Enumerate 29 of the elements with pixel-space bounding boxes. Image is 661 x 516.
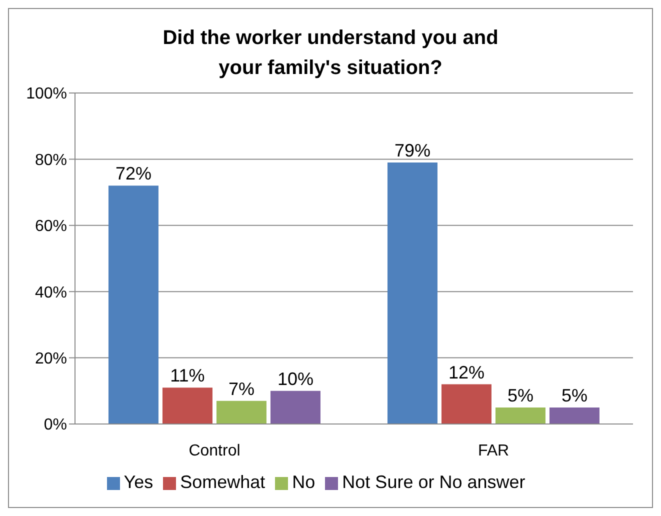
bar	[441, 384, 492, 424]
data-label: 12%	[448, 362, 484, 382]
chart-title: Did the worker understand you and your family's situation?	[162, 26, 500, 81]
data-label: 7%	[228, 378, 254, 399]
legend-label: No	[292, 472, 316, 492]
bar	[216, 400, 266, 424]
y-tick-label: 0%	[44, 416, 67, 434]
data-label: 72%	[115, 164, 152, 184]
bar	[495, 407, 546, 424]
bar	[387, 162, 438, 424]
data-label: 79%	[394, 140, 430, 161]
y-tick-label: 20%	[34, 350, 67, 368]
legend-label: Not Sure or No answer	[342, 472, 526, 492]
legend-label: Somewhat	[180, 472, 266, 492]
y-tick-label: 80%	[34, 152, 67, 169]
x-tick-label: Control	[188, 442, 240, 460]
data-label: 5%	[561, 385, 588, 406]
bar	[270, 390, 320, 424]
data-label: 10%	[277, 368, 314, 389]
y-tick-label: 40%	[34, 284, 67, 302]
y-tick-label: 100%	[26, 86, 67, 103]
bar	[108, 186, 158, 424]
data-label: 11%	[170, 366, 205, 386]
legend-label: Yes	[124, 472, 154, 492]
y-tick-label: 60%	[34, 218, 67, 236]
x-tick-label: FAR	[478, 442, 510, 460]
bar	[162, 388, 212, 424]
bar	[549, 407, 600, 424]
data-label: 5%	[507, 385, 534, 406]
